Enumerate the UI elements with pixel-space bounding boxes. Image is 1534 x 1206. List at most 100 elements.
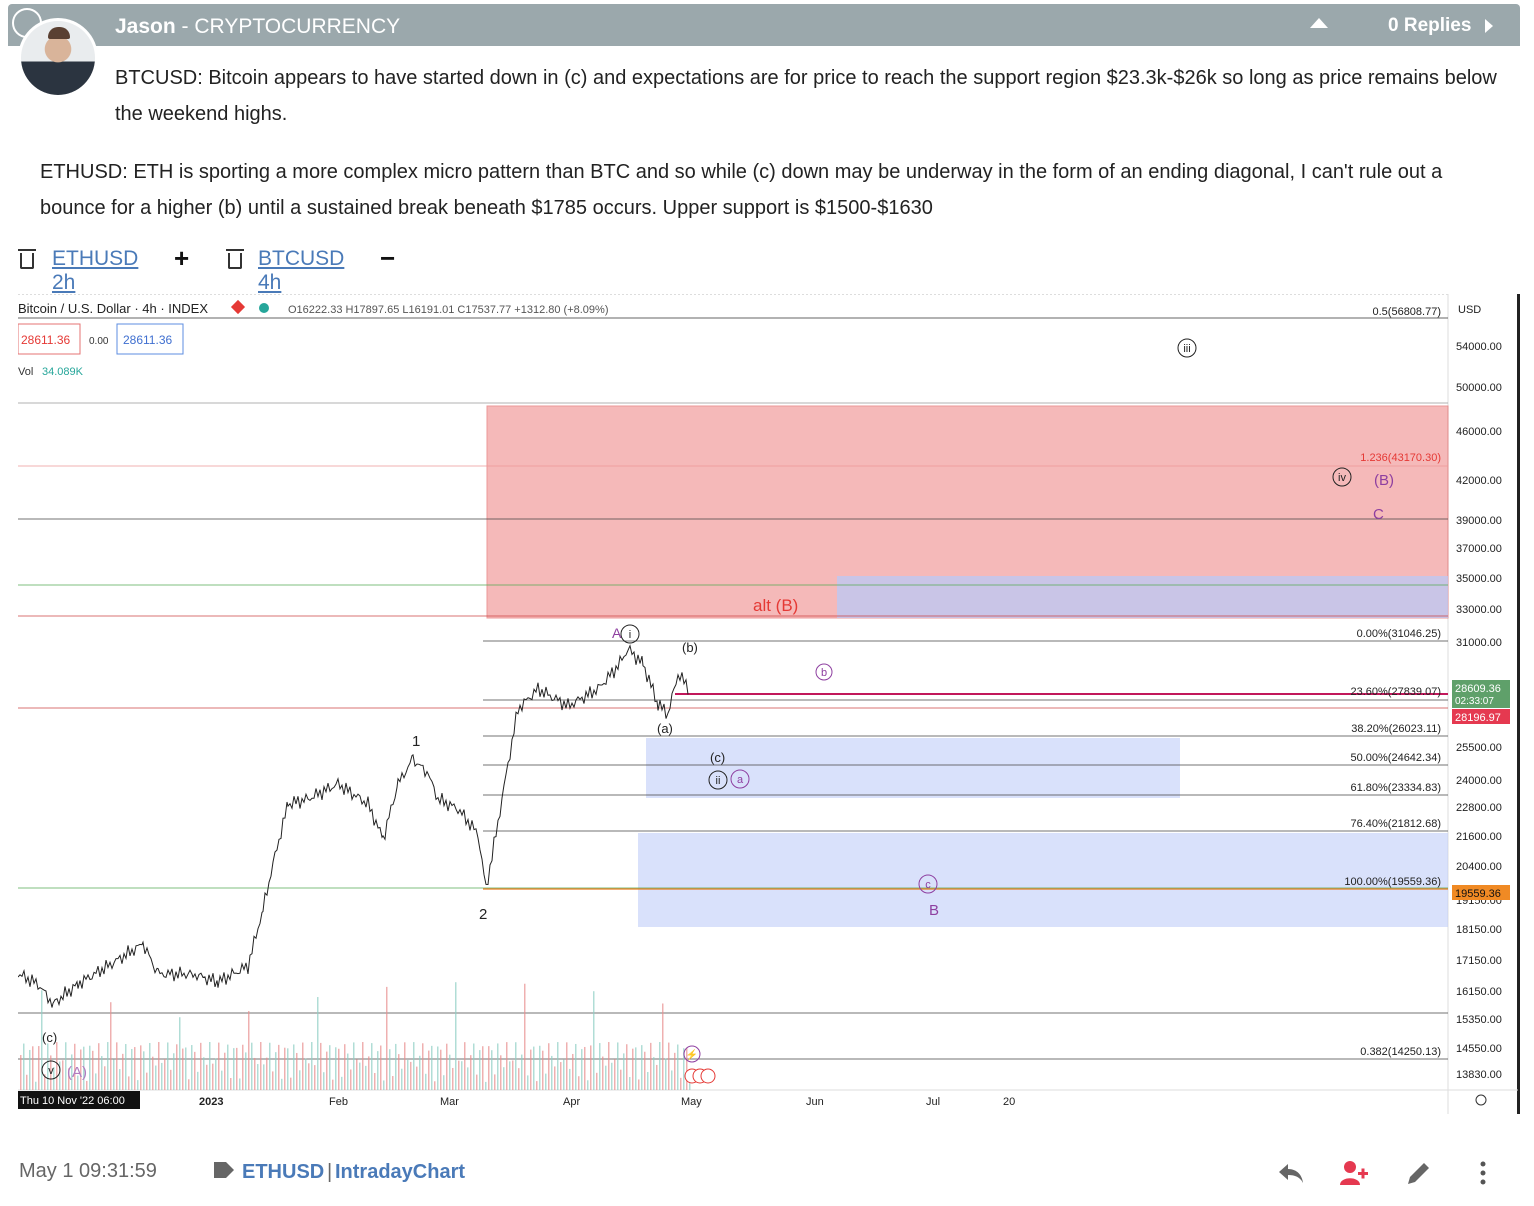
tab-btcusd-4h[interactable]: BTCUSD 4h: [258, 247, 345, 294]
volume-bar: [26, 1074, 28, 1090]
bid-price[interactable]: 28611.36: [21, 333, 70, 347]
time-cursor: Thu 10 Nov '22 06:00: [20, 1095, 125, 1107]
post-header: Jason - CRYPTOCURRENCY 0 Replies: [8, 4, 1520, 46]
tag-intradaychart[interactable]: IntradayChart: [335, 1161, 466, 1183]
wave-labels: alt (B) iii iv (B) C A i (b) b (a) (c) i…: [41, 338, 1394, 1081]
volume-bar: [407, 1059, 409, 1090]
post-paragraph-eth: ETHUSD: ETH is sporting a more complex m…: [40, 161, 1443, 219]
volume-bar: [326, 1051, 328, 1090]
volume-bar: [374, 1073, 376, 1090]
collapse-icon[interactable]: −: [380, 243, 396, 273]
edit-pencil-icon[interactable]: [1404, 1158, 1434, 1188]
volume-bar: [641, 1045, 643, 1090]
settings-gear-icon[interactable]: [1475, 1094, 1487, 1106]
volume-bar: [533, 1046, 535, 1090]
volume-bar: [452, 1067, 454, 1090]
lightning-icon[interactable]: [683, 1045, 701, 1063]
volume-bar: [152, 1056, 154, 1090]
volume-bar: [299, 1070, 301, 1090]
reply-icon[interactable]: [1276, 1158, 1306, 1188]
btc-chart[interactable]: Bitcoin / U.S. Dollar · 4h · INDEX O1622…: [18, 294, 1520, 1114]
orange-price-tag: 19559.36: [1455, 888, 1501, 900]
volume-bar: [569, 1068, 571, 1090]
expand-icon[interactable]: +: [174, 243, 190, 273]
ask-price[interactable]: 28611.36: [123, 333, 172, 347]
currency-select[interactable]: USD: [1458, 304, 1481, 316]
author-name[interactable]: Jason: [115, 15, 176, 38]
volume-bar: [170, 1069, 172, 1090]
more-options-icon[interactable]: [1468, 1158, 1498, 1188]
avatar[interactable]: [18, 18, 98, 98]
time-tick-label: 20: [1003, 1096, 1015, 1108]
trash-icon[interactable]: [18, 249, 36, 269]
wave-small-c: (c): [710, 750, 725, 765]
volume-bar: [47, 1043, 49, 1090]
chevron-right-icon[interactable]: [1485, 19, 1493, 33]
calendar-events-icon[interactable]: [684, 1068, 716, 1084]
volume-bar: [242, 1044, 244, 1090]
volume-bar: [545, 1073, 547, 1090]
volume-bar: [179, 1017, 181, 1090]
volume-bar: [401, 1068, 403, 1090]
volume-bar: [224, 1052, 226, 1090]
volume-bar: [101, 1056, 103, 1090]
volume-bar: [98, 1043, 100, 1090]
volume-bar: [62, 1060, 64, 1090]
time-tick-label: 2023: [199, 1096, 223, 1108]
volume-bar: [563, 1059, 565, 1090]
trash-icon[interactable]: [226, 249, 244, 269]
volume-bar: [212, 1063, 214, 1090]
volume-bar: [491, 1050, 493, 1090]
volume-bar: [353, 1042, 355, 1090]
volume-bar: [509, 1061, 511, 1090]
volume-bar: [356, 1059, 358, 1090]
volume-bar: [185, 1047, 187, 1090]
add-user-icon[interactable]: [1338, 1158, 1368, 1188]
volume-bar: [395, 1043, 397, 1090]
volume-bar: [434, 1081, 436, 1090]
volume-label: Vol: [18, 366, 33, 378]
volume-bar: [194, 1051, 196, 1090]
time-tick-label: May: [681, 1096, 702, 1108]
volume-bar: [566, 1042, 568, 1090]
volume-bar: [155, 1065, 157, 1090]
post-category: CRYPTOCURRENCY: [194, 15, 401, 38]
volume-bar: [191, 1045, 193, 1090]
price-tick-label: 46000.00: [1456, 426, 1502, 438]
collapse-arrow-icon[interactable]: [1310, 18, 1328, 28]
volume-bar: [371, 1043, 373, 1090]
volume-bar: [221, 1070, 223, 1090]
volume-bar: [80, 1049, 82, 1090]
volume-bar: [167, 1042, 169, 1090]
svg-text:⚡: ⚡: [686, 1048, 698, 1061]
price-tick-label: 24000.00: [1456, 775, 1502, 787]
candle-countdown: 02:33:07: [1455, 696, 1494, 707]
volume-bar: [197, 1071, 199, 1090]
volume-bar: [278, 1044, 280, 1090]
volume-bar: [254, 1057, 256, 1090]
wave-iv: iv: [1338, 472, 1346, 484]
volume-bar: [128, 1076, 130, 1090]
volume-bar: [341, 1076, 343, 1090]
volume-bar: [458, 1060, 460, 1090]
volume-bar: [386, 986, 388, 1090]
replies-count[interactable]: 0 Replies: [1388, 15, 1472, 36]
volume-bar: [287, 1048, 289, 1090]
volume-bar: [659, 1042, 661, 1090]
volume-bar: [206, 1064, 208, 1090]
volume-bar: [422, 1043, 424, 1090]
tab-ethusd-2h[interactable]: ETHUSD 2h: [52, 247, 139, 294]
volume-bar: [671, 1070, 673, 1090]
volume-bar: [56, 1042, 58, 1090]
volume-bar: [647, 1072, 649, 1090]
tag-ethusd[interactable]: ETHUSD: [242, 1161, 325, 1183]
alt-b-label: alt (B): [753, 596, 798, 615]
volume-bar: [182, 1048, 184, 1090]
volume-bar: [248, 1011, 250, 1090]
volume-bar: [431, 1045, 433, 1090]
volume-bar: [257, 1064, 259, 1090]
volume-bar: [368, 1056, 370, 1090]
volume-bar: [677, 1044, 679, 1090]
volume-bar: [512, 1060, 514, 1090]
volume-bar: [383, 1080, 385, 1090]
